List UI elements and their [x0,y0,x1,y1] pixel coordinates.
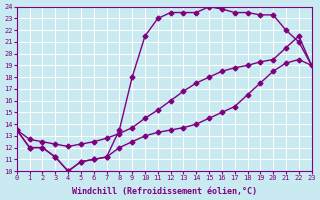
X-axis label: Windchill (Refroidissement éolien,°C): Windchill (Refroidissement éolien,°C) [72,187,257,196]
